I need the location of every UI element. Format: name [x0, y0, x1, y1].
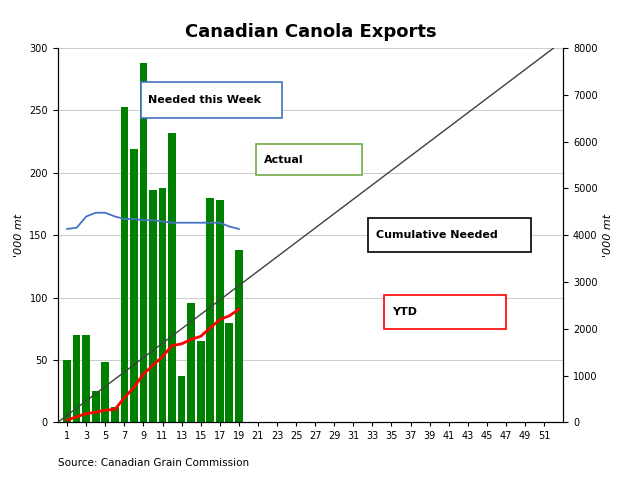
Y-axis label: '000 mt: '000 mt: [13, 214, 24, 257]
Bar: [149, 190, 157, 422]
Bar: [159, 188, 166, 422]
Bar: [168, 133, 176, 422]
Bar: [225, 323, 233, 422]
Text: Cumulative Needed: Cumulative Needed: [376, 230, 497, 240]
Bar: [178, 376, 186, 422]
Bar: [130, 149, 138, 422]
Title: Canadian Canola Exports: Canadian Canola Exports: [184, 23, 436, 41]
Bar: [188, 302, 195, 422]
Bar: [102, 362, 109, 422]
Text: Actual: Actual: [264, 155, 303, 165]
Text: Needed this Week: Needed this Week: [148, 95, 262, 105]
Bar: [111, 408, 118, 422]
Bar: [235, 250, 243, 422]
Bar: [92, 391, 100, 422]
Bar: [216, 200, 223, 422]
Bar: [63, 360, 71, 422]
Y-axis label: '000 mt: '000 mt: [603, 214, 613, 257]
Bar: [73, 335, 81, 422]
Bar: [197, 341, 205, 422]
Text: Source: Canadian Grain Commission: Source: Canadian Grain Commission: [58, 458, 249, 468]
Bar: [120, 107, 128, 422]
Bar: [207, 198, 214, 422]
Bar: [83, 335, 90, 422]
Text: YTD: YTD: [392, 307, 417, 317]
Bar: [140, 63, 147, 422]
